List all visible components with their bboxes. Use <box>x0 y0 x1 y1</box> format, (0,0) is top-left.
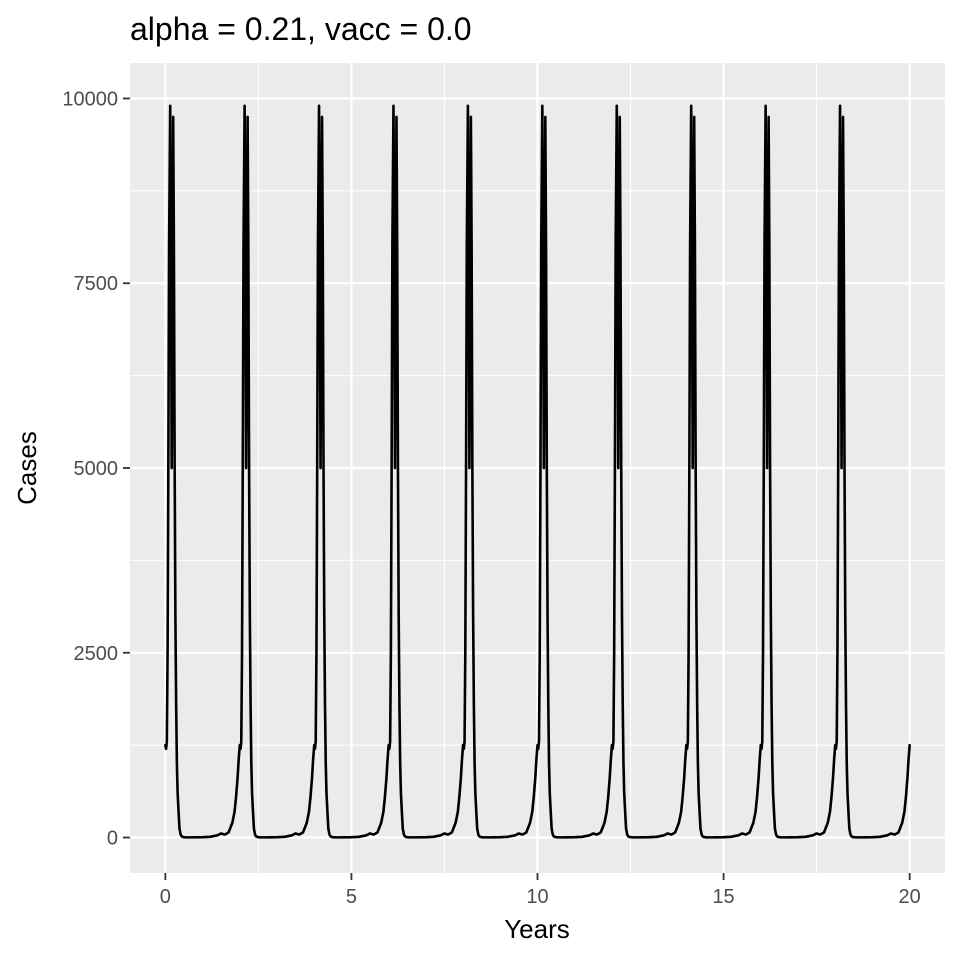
major-gridlines <box>130 63 945 873</box>
y-axis-title: Cases <box>12 431 42 505</box>
y-tick-label: 10000 <box>62 88 118 110</box>
x-tick-label: 0 <box>160 886 171 908</box>
series-line-0 <box>164 104 911 839</box>
x-tick-label: 15 <box>712 886 734 908</box>
y-tick-label: 0 <box>107 828 118 850</box>
series-layer <box>164 104 911 839</box>
x-tick-label: 5 <box>346 886 357 908</box>
y-tick-label: 5000 <box>74 458 119 480</box>
x-axis-title: Years <box>504 914 570 944</box>
y-tick-label: 7500 <box>74 273 119 295</box>
x-tick-label: 10 <box>526 886 548 908</box>
y-tick-label: 2500 <box>74 643 119 665</box>
chart-title: alpha = 0.21, vacc = 0.0 <box>130 11 472 47</box>
y-axis: 0 2500 5000 7500 10000 <box>62 88 130 850</box>
x-axis: 0 5 10 15 20 <box>160 873 921 908</box>
x-tick-label: 20 <box>899 886 921 908</box>
